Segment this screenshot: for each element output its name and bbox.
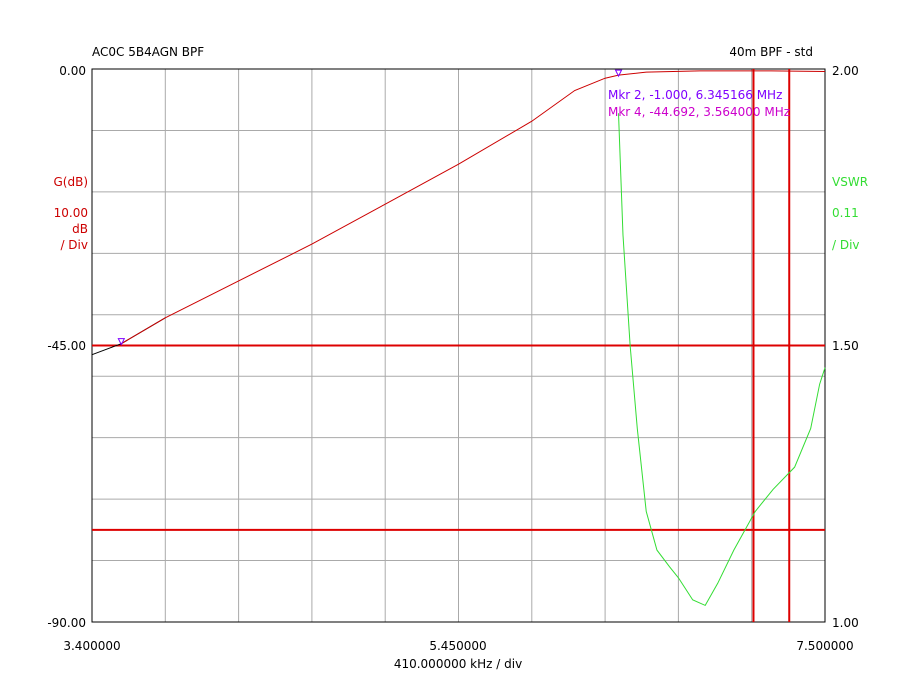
vswr-trace — [618, 113, 826, 607]
right-tick-bottom: 1.00 — [832, 616, 859, 630]
right-scale-value: 0.11 — [832, 206, 859, 220]
left-axis-label: G(dB) — [53, 175, 88, 189]
right-scale-div: / Div — [832, 238, 860, 252]
right-axis-label: VSWR — [832, 175, 868, 189]
left-tick-bottom: -90.00 — [47, 616, 86, 630]
x-tick-right: 7.500000 — [796, 639, 853, 653]
right-tick-top: 2.00 — [832, 64, 859, 78]
marker-symbol — [614, 69, 623, 78]
chart-title-left: AC0C 5B4AGN BPF — [92, 45, 204, 59]
marker-4-readout: Mkr 4, -44.692, 3.564000 MHz — [608, 105, 790, 119]
gain-trace — [121, 70, 826, 345]
left-scale-unit: dB — [72, 222, 88, 236]
x-tick-mid: 5.450000 — [429, 639, 486, 653]
left-scale-div: / Div — [60, 238, 88, 252]
chart-title-right: 40m BPF - std — [729, 45, 813, 59]
marker-symbol — [117, 338, 126, 346]
left-tick-mid: -45.00 — [47, 339, 86, 353]
x-tick-left: 3.400000 — [63, 639, 120, 653]
gain-trace-segment-marked — [91, 317, 166, 356]
marker-symbols — [117, 69, 623, 346]
left-tick-top: 0.00 — [59, 64, 86, 78]
x-axis-per-div: 410.000000 kHz / div — [394, 657, 522, 671]
marker-2-readout: Mkr 2, -1.000, 6.345166 MHz — [608, 88, 782, 102]
left-scale-value: 10.00 — [54, 206, 88, 220]
right-tick-mid: 1.50 — [832, 339, 859, 353]
reference-lines — [92, 69, 825, 622]
